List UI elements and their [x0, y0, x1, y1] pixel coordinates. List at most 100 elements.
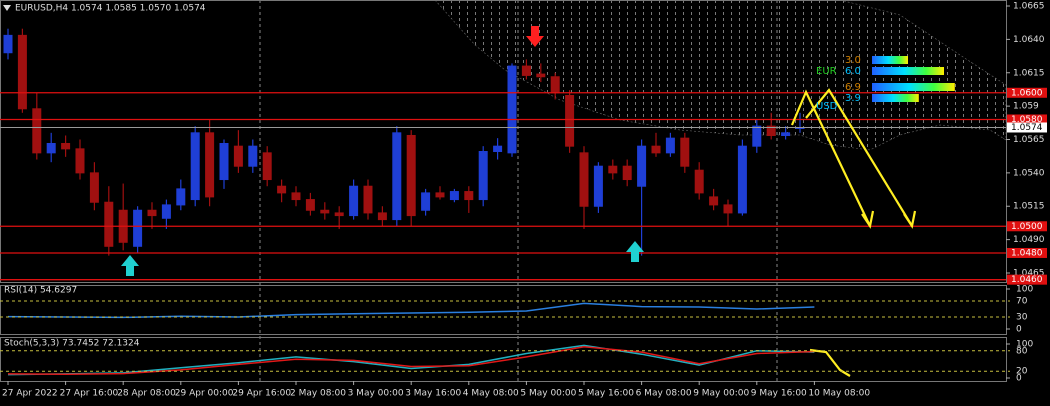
candle-body	[478, 151, 488, 201]
candle-body	[766, 125, 776, 136]
x-tick-label: 2 May 08:00	[290, 389, 346, 399]
candle-body	[32, 108, 42, 154]
x-tick-label: 10 May 08:00	[808, 389, 870, 399]
currency-name: EUR	[816, 66, 837, 77]
candle-body	[723, 204, 733, 214]
y-tick-label: 1.0490	[1013, 235, 1045, 245]
rsi-title: RSI(14) 54.6297	[4, 286, 77, 296]
candle-body	[190, 132, 200, 201]
strength-bar	[872, 56, 908, 64]
candle-body	[464, 191, 474, 201]
candle-body	[176, 188, 186, 206]
indicator-line	[7, 345, 815, 376]
strength-value: 6.9	[845, 82, 861, 93]
candle-body	[781, 132, 791, 136]
candle-body	[752, 125, 762, 147]
candle-body	[133, 209, 143, 247]
candle-body	[305, 199, 315, 211]
level-label: 1.0480	[1011, 248, 1043, 258]
strength-bar	[872, 83, 955, 91]
x-tick-label: 9 May 16:00	[751, 389, 807, 399]
candle-body	[435, 192, 445, 198]
candle-body	[219, 143, 229, 181]
chart-title: EURUSD,H4 1.0574 1.0585 1.0570 1.0574	[15, 4, 206, 14]
x-tick-label: 6 May 08:00	[636, 389, 692, 399]
strength-value: 3.0	[845, 55, 861, 66]
strength-bar	[872, 94, 919, 102]
candle-body	[737, 145, 747, 214]
x-tick-label: 29 Apr 00:00	[175, 389, 234, 399]
indicator-line	[7, 302, 815, 319]
candle-body	[665, 137, 675, 154]
level-label-box	[1007, 274, 1047, 285]
projection-arrows	[790, 88, 917, 377]
stoch-title: Stoch(5,3,3) 73.7452 72.1324	[4, 339, 140, 349]
bid-label-box	[1007, 122, 1047, 133]
candle-body	[709, 196, 719, 206]
y-tick-label: 1.059	[1013, 102, 1039, 112]
candle-body	[3, 34, 13, 54]
candle-body	[392, 132, 402, 221]
y-tick-label: 1.0540	[1013, 168, 1045, 178]
candle-body	[334, 212, 344, 217]
candle-body	[17, 34, 27, 110]
candle-body	[89, 172, 99, 203]
y-tick-label: 1.0465	[1013, 268, 1045, 278]
level-label-box	[1007, 87, 1047, 98]
candle-body	[147, 209, 157, 217]
candle-body	[637, 145, 647, 187]
candle-body	[622, 165, 632, 181]
y-tick-label: 1.0515	[1013, 202, 1045, 212]
candle-body	[75, 148, 85, 174]
x-tick-label: 27 Apr 2022	[2, 389, 58, 399]
x-tick-label: 5 May 00:00	[520, 389, 576, 399]
x-tick-label: 27 Apr 16:00	[60, 389, 119, 399]
y-tick-label: 100	[1016, 285, 1033, 295]
level-label: 1.0580	[1011, 115, 1043, 125]
candle-body	[248, 145, 258, 167]
y-tick-label: 1.0565	[1013, 135, 1045, 145]
level-label-box	[1007, 247, 1047, 258]
level-label-box	[1007, 114, 1047, 125]
y-tick-label: 0	[1016, 325, 1022, 335]
strength-value: 3.9	[845, 93, 861, 104]
x-tick-label: 3 May 00:00	[348, 389, 404, 399]
y-tick-label: 1.0640	[1013, 35, 1045, 45]
candle-body	[262, 152, 272, 181]
level-label: 1.0500	[1011, 222, 1043, 232]
candle-body	[291, 192, 301, 201]
indicator-line	[7, 344, 815, 376]
y-tick-label: 0	[1016, 374, 1022, 384]
y-tick-label: 80	[1016, 346, 1028, 356]
x-tick-label: 3 May 16:00	[405, 389, 461, 399]
y-tick-label: 100	[1016, 340, 1033, 350]
strength-bar	[872, 67, 944, 75]
x-tick-label: 4 May 08:00	[463, 389, 519, 399]
candle-body	[46, 143, 56, 154]
level-label: 1.0460	[1011, 275, 1043, 285]
candle-body	[536, 73, 546, 78]
level-label: 1.0600	[1011, 88, 1043, 98]
bid-label: 1.0574	[1011, 123, 1043, 133]
candle-body	[493, 145, 503, 153]
candle-body	[593, 165, 603, 207]
y-tick-label: 30	[1016, 313, 1028, 323]
candle-body	[363, 185, 373, 214]
y-tick-label: 20	[1016, 367, 1028, 377]
candle-body	[680, 137, 690, 167]
candle-body	[320, 209, 330, 214]
candle-body	[550, 76, 560, 94]
level-label-box	[1007, 221, 1047, 232]
candle-body	[449, 191, 459, 201]
candle-body	[277, 185, 287, 194]
candle-body	[61, 143, 71, 150]
candle-body	[233, 145, 243, 167]
candle-body	[104, 201, 114, 247]
candle-body	[377, 212, 387, 221]
candle-body	[507, 65, 517, 154]
menu-arrow[interactable]	[3, 5, 11, 11]
panel-borders	[0, 0, 1007, 382]
strength-value: 6.0	[845, 66, 861, 77]
